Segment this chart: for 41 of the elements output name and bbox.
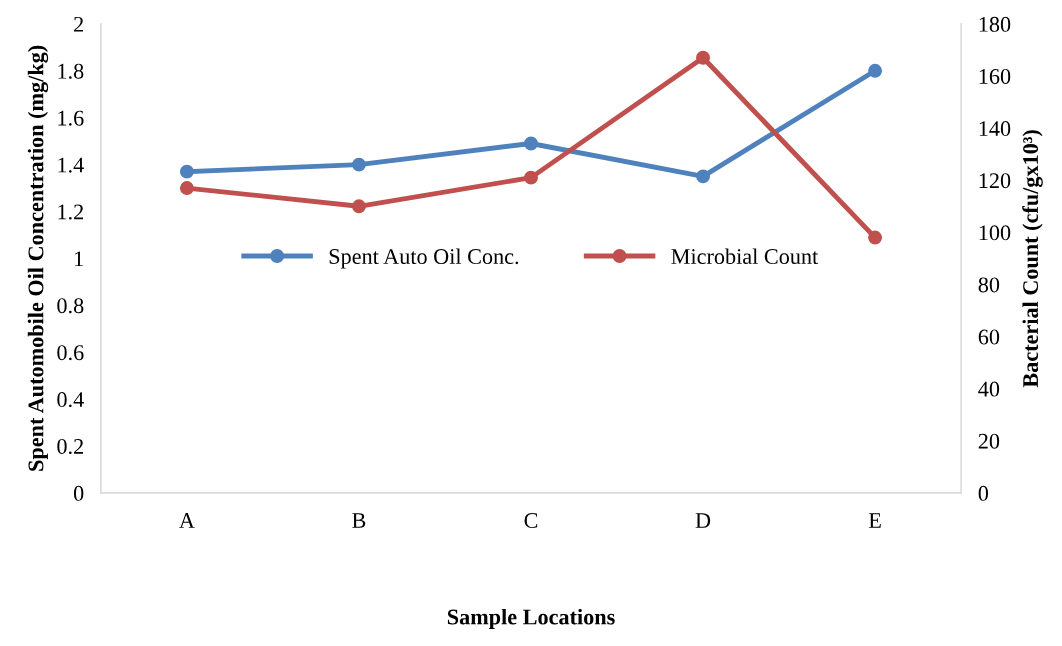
y-tick-label: 0.8: [57, 298, 84, 314]
y-tick-label: 1.2: [58, 204, 83, 220]
point: [696, 169, 710, 184]
x-tick-label: A: [179, 513, 195, 528]
y-tick-label: 1.4: [58, 157, 84, 173]
y2-tick-label: 60: [978, 329, 1000, 345]
x-tick-label: D: [695, 513, 711, 528]
y2-tick-label: 180: [979, 16, 1011, 32]
y2-tick-label: 140: [979, 121, 1011, 137]
legend-label: Microbial Count: [671, 248, 819, 265]
y2-tick-label: 160: [979, 68, 1011, 84]
y2-tick-label: 120: [979, 173, 1011, 189]
y2-tick-label: 40: [978, 381, 1000, 397]
point: [352, 157, 366, 172]
y-tick-label: 1.8: [58, 63, 84, 79]
x-tick-label: B: [352, 513, 366, 528]
point: [524, 170, 538, 185]
y-tick-label: 1: [75, 251, 83, 267]
point: [179, 181, 194, 195]
y2-axis-title: Bacterial Count (cfu/gx10³): [1022, 130, 1043, 388]
y-tick-label: 0.2: [57, 438, 83, 455]
y-tick-label: 1.6: [58, 110, 84, 126]
x-tick-label: E: [868, 513, 881, 528]
x-tick-label: C: [524, 513, 538, 528]
y2-tick-label: 0: [978, 485, 989, 501]
point: [696, 50, 710, 65]
point: [352, 199, 366, 214]
point: [179, 164, 194, 179]
legend-label: Spent Auto Oil Conc.: [329, 248, 519, 269]
y-tick-label: 0.4: [57, 392, 84, 408]
point: [868, 230, 883, 245]
y2-tick-label: 20: [978, 433, 1000, 449]
y2-tick-label: 80: [978, 277, 1000, 293]
y2-tick-label: 100: [979, 225, 1011, 241]
y-tick-label: 0: [73, 485, 84, 501]
y-axis-title: Spent Automobile Oil Concentration (mg/kg): [27, 45, 49, 471]
point: [524, 136, 538, 151]
point: [868, 63, 883, 78]
y-tick-label: 0.6: [57, 345, 84, 361]
x-axis-title: Sample Locations: [447, 608, 615, 630]
y-tick-label: 2: [74, 16, 83, 32]
